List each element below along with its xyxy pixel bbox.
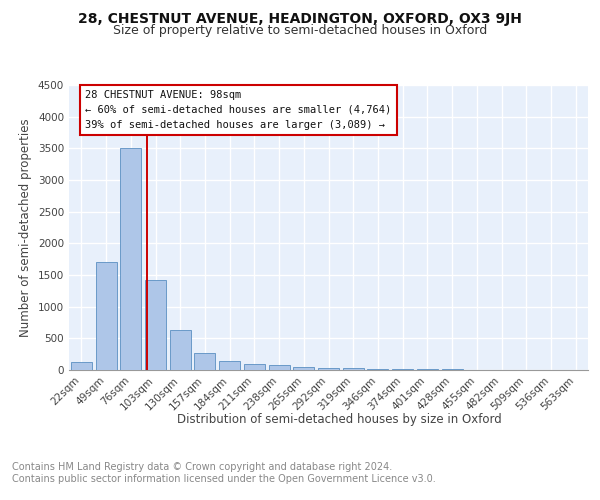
Text: 28 CHESTNUT AVENUE: 98sqm
← 60% of semi-detached houses are smaller (4,764)
39% : 28 CHESTNUT AVENUE: 98sqm ← 60% of semi-… (85, 90, 391, 130)
Bar (219, 361, 240, 370)
Bar (343, 368, 364, 370)
Bar (318, 368, 339, 370)
Text: Size of property relative to semi-detached houses in Oxford: Size of property relative to semi-detach… (113, 24, 487, 37)
Bar (244, 364, 265, 370)
Text: 28, CHESTNUT AVENUE, HEADINGTON, OXFORD, OX3 9JH: 28, CHESTNUT AVENUE, HEADINGTON, OXFORD,… (78, 12, 522, 26)
Bar (145, 280, 166, 370)
Text: Contains HM Land Registry data © Crown copyright and database right 2024.
Contai: Contains HM Land Registry data © Crown c… (12, 462, 436, 484)
Bar (71, 362, 92, 370)
Bar (269, 365, 290, 370)
Bar (367, 368, 388, 370)
Y-axis label: Number of semi-detached properties: Number of semi-detached properties (19, 118, 32, 337)
Bar (95, 262, 116, 370)
Bar (170, 330, 191, 370)
Bar (194, 353, 215, 370)
Bar (392, 369, 413, 370)
Bar (293, 367, 314, 370)
Bar (120, 148, 141, 370)
Text: Distribution of semi-detached houses by size in Oxford: Distribution of semi-detached houses by … (176, 412, 502, 426)
